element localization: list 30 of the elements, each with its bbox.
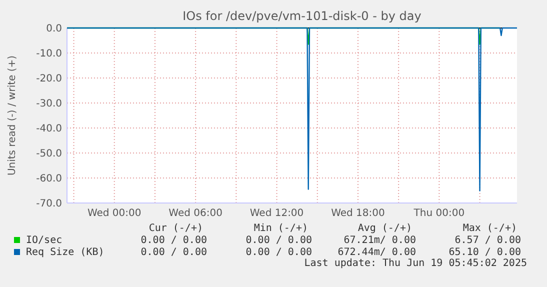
- legend-label: Req Size (KB): [26, 247, 104, 258]
- text: 0.00 / 0.00: [246, 247, 312, 258]
- y-axis-title: Units read (-) / write (+): [7, 55, 18, 176]
- text: 67.21m/ 0.00: [344, 235, 416, 246]
- text: 0.00 / 0.00: [140, 235, 207, 246]
- y-tick-label: -20.0: [36, 74, 62, 84]
- text: Avg (-/+): [358, 223, 412, 234]
- text: 672.44m/ 0.00: [338, 247, 416, 258]
- text: 6.57 / 0.00: [454, 235, 521, 246]
- y-tick-label: -70.0: [36, 198, 62, 210]
- x-tick-label: Wed 00:00: [87, 208, 142, 219]
- legend-label: IO/sec: [26, 235, 62, 246]
- text: Min (-/+): [254, 223, 308, 234]
- text: Last update: Thu Jun 19 05:45:02 2025: [304, 258, 527, 269]
- text: Max (-/+): [462, 223, 517, 234]
- y-tick-label: 0.0: [46, 24, 62, 34]
- y-tick-label: -10.0: [36, 48, 62, 60]
- text: 0.00 / 0.00: [140, 247, 207, 258]
- y-tick-label: -30.0: [36, 98, 62, 110]
- text: 65.10 / 0.00: [448, 247, 521, 258]
- y-tick-label: -40.0: [36, 124, 62, 134]
- x-tick-label: Wed 06:00: [168, 208, 222, 219]
- y-tick-label: -50.0: [36, 148, 62, 160]
- x-tick-label: Thu 00:00: [412, 208, 465, 219]
- text: 0.00 / 0.00: [246, 235, 312, 246]
- y-tick-label: -60.0: [36, 174, 62, 184]
- chart-title: IOs for /dev/pve/vm-101-disk-0 - by day: [182, 9, 422, 23]
- x-tick-label: Wed 12:00: [250, 208, 304, 219]
- text: Cur (-/+): [148, 223, 203, 234]
- x-tick-label: Wed 18:00: [331, 208, 385, 219]
